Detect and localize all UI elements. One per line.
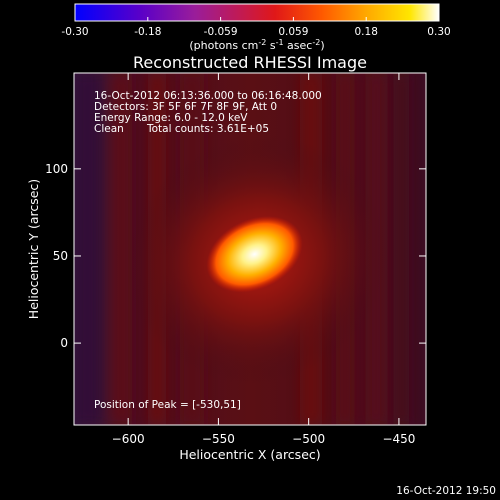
y-tick-label: 50: [53, 249, 68, 263]
plot-frame: [73, 72, 427, 426]
x-tick-label: −450: [382, 432, 415, 446]
heatmap-image: [74, 73, 426, 425]
info-time-range: 16-Oct-2012 06:13:36.000 to 06:16:48.000: [94, 90, 322, 102]
colorbar-tick-label: -0.059: [204, 26, 238, 38]
x-tick-label: −550: [202, 432, 235, 446]
info-detectors: Detectors: 3F 5F 6F 7F 8F 9F, Att 0: [94, 101, 277, 113]
info-total-counts: Total counts: 3.61E+05: [146, 123, 269, 135]
peak-position-label: Position of Peak = [-530,51]: [94, 399, 241, 411]
y-axis-ticks: 0 50 100: [45, 162, 426, 350]
y-tick-label: 100: [45, 162, 68, 176]
peak-source: [206, 216, 303, 293]
colorbar-tick-label: 0.18: [355, 26, 378, 38]
colorbar-tick-label: 0.30: [427, 26, 450, 38]
x-tick-label: −500: [292, 432, 325, 446]
colorbar-ticks: -0.30 -0.18 -0.059 0.059 0.18 0.30: [61, 17, 451, 38]
x-tick-label: −600: [112, 432, 145, 446]
x-axis-label: Heliocentric X (arcsec): [179, 447, 320, 462]
y-axis-label: Heliocentric Y (arcsec): [26, 179, 41, 319]
colorbar-tick-label: -0.30: [61, 26, 88, 38]
info-method: Clean: [94, 123, 124, 135]
colorbar-tick-label: -0.18: [134, 26, 161, 38]
colorbar-tick-label: 0.059: [278, 26, 308, 38]
y-tick-label: 0: [60, 336, 68, 350]
footer-timestamp: 16-Oct-2012 19:50: [396, 485, 496, 497]
chart-title: Reconstructed RHESSI Image: [133, 53, 367, 72]
colorbar-unit-label: (photons cm-2 s-1 asec-2): [189, 38, 324, 52]
colorbar: [74, 3, 440, 22]
x-axis-ticks: −600 −550 −500 −450: [112, 73, 415, 446]
info-energy-range: Energy Range: 6.0 - 12.0 keV: [94, 112, 248, 124]
